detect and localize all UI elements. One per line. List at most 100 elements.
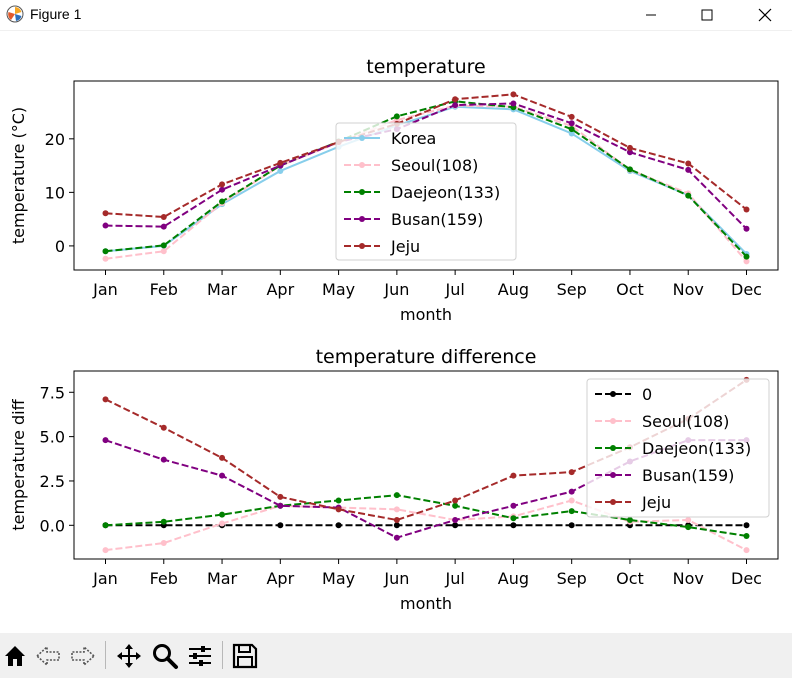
data-point [277,493,284,500]
y-tick-label: 5.0 [40,428,65,447]
back-button[interactable] [33,641,63,671]
data-point [568,120,575,127]
data-point [568,488,575,495]
data-point [160,242,167,249]
data-point [219,511,226,518]
x-tick-label: Aug [498,569,529,588]
data-point [452,516,459,523]
x-axis-label: month [400,305,452,324]
data-point [160,424,167,431]
data-point [102,210,109,217]
close-button[interactable] [736,0,792,30]
x-tick-label: Apr [266,280,294,299]
x-tick-label: Oct [616,569,644,588]
x-tick-label: Sep [557,280,587,299]
series-line [105,93,748,219]
toolbar-separator [105,641,106,669]
legend-marker [359,135,365,141]
maximize-icon [701,9,713,21]
save-icon [232,643,258,669]
figure-canvas: temperature Jan Feb Mar Apr May Jun Jul Aug Sep Oc… [9,56,779,613]
x-tick-label: Jul [444,569,464,588]
data-point [743,547,750,554]
data-point [626,149,633,156]
window-title: Figure 1 [30,6,82,22]
y-tick-label: 2.5 [40,472,65,491]
x-tick-label: Feb [150,280,178,299]
data-point [393,506,400,513]
data-point [219,520,226,527]
data-point [685,166,692,173]
x-tick-label: Apr [266,569,294,588]
series-line [105,104,748,263]
data-point [219,181,226,188]
legend-marker [610,472,616,478]
legend-label: Korea [391,129,436,148]
x-tick-label: Aug [498,280,529,299]
chart-title: temperature difference [316,346,537,368]
x-tick-label: Jun [383,280,409,299]
data-point [452,497,459,504]
x-tick-label: Jan [92,569,118,588]
x-tick-label: Jan [92,280,118,299]
x-tick-label: Mar [207,569,238,588]
series-Daejeon(133) [102,492,750,539]
data-point [219,186,226,193]
data-point [277,522,284,529]
data-point [510,91,517,98]
data-point [102,396,109,403]
x-tick-label: Dec [731,280,762,299]
forward-button[interactable] [68,641,98,671]
legend-label: Seoul(108) [391,156,478,175]
x-tick-label: Mar [207,280,238,299]
minimize-button[interactable] [622,0,680,30]
x-tick-label: Dec [731,569,762,588]
x-tick-label: Oct [616,280,644,299]
maximize-button[interactable] [678,0,736,30]
legend-marker [359,243,365,249]
y-axis-label: temperature diff [9,398,28,530]
y-axis-label: temperature (°C) [9,107,28,244]
legend-label: Jeju [390,237,420,256]
x-tick-label: May [322,569,355,588]
configure-subplots-icon [189,646,211,666]
data-point [160,518,167,525]
data-point [685,524,692,531]
data-point [510,522,517,529]
data-point [393,492,400,499]
data-point [626,516,633,523]
legend-marker [359,162,365,168]
pan-button[interactable] [114,641,144,671]
x-tick-label: Feb [150,569,178,588]
data-point [743,206,750,213]
data-point [335,506,342,513]
legend-marker [610,445,616,451]
navigation-toolbar [0,633,792,678]
series-line [105,439,747,539]
data-point [568,508,575,515]
y-tick-label: 0.0 [40,516,65,535]
data-point [160,540,167,547]
y-tick-label: 0 [55,237,65,256]
data-point [219,198,226,205]
data-point [685,516,692,523]
data-point [102,522,109,529]
toolbar-separator [222,641,223,669]
window-titlebar: Figure 1 [0,0,792,31]
save-button[interactable] [230,641,260,671]
data-point [510,515,517,522]
data-point [452,522,459,529]
x-tick-label: May [322,280,355,299]
data-point [277,167,284,174]
zoom-button[interactable] [150,641,180,671]
data-point [102,547,109,554]
configure-subplots-button[interactable] [185,641,215,671]
data-point [102,248,109,255]
series-line [105,102,748,230]
legend-label: Busan(159) [391,210,483,229]
data-point [393,516,400,523]
legend-marker [610,499,616,505]
home-button[interactable] [0,641,30,671]
data-point [568,126,575,133]
close-icon [758,8,772,22]
